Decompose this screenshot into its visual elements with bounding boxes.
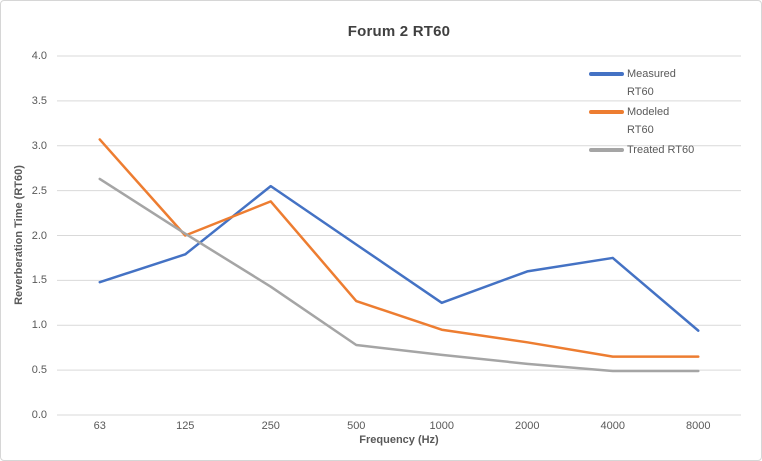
y-tick-label: 2.0 — [31, 229, 47, 242]
y-tick-label: 2.5 — [31, 184, 47, 197]
legend-label: RT60 — [627, 86, 654, 98]
x-tick-label: 1000 — [429, 420, 454, 432]
x-tick-label: 4000 — [600, 420, 625, 432]
legend-swatch-modeled — [589, 110, 624, 114]
legend-swatch-treated — [589, 148, 624, 152]
x-tick-label: 250 — [261, 420, 280, 432]
legend-label: Measured — [627, 68, 676, 80]
x-tick-label: 500 — [347, 420, 366, 432]
legend-item-treated: Treated RT60 — [589, 141, 694, 159]
x-tick-label: 63 — [93, 420, 106, 432]
legend-label: Modeled — [627, 106, 670, 118]
legend: Measured RT60 Modeled RT60 Treated RT60 — [589, 65, 694, 161]
legend-swatch-measured — [589, 72, 624, 76]
series-line-treated-rt60 — [98, 177, 700, 373]
series-line-measured-rt60 — [98, 184, 700, 332]
legend-item-modeled: Modeled RT60 — [589, 103, 694, 139]
legend-label: RT60 — [627, 124, 654, 136]
chart-title: Forum 2 RT60 — [347, 23, 451, 40]
y-tick-label: 0.5 — [31, 364, 47, 377]
y-tick-label: 1.0 — [31, 319, 47, 332]
series-line-modeled-rt60 — [98, 138, 700, 358]
legend-item-measured: Measured RT60 — [589, 65, 694, 101]
x-tick-label: 2000 — [515, 420, 540, 432]
y-tick-label: 3.0 — [31, 139, 47, 152]
x-tick-label: 125 — [176, 420, 195, 432]
y-tick-label: 4.0 — [31, 50, 47, 62]
x-axis-title: Frequency (Hz) — [359, 434, 439, 446]
series-lines — [98, 138, 700, 373]
y-tick-label: 3.5 — [31, 94, 47, 107]
x-tick-label: 8000 — [686, 420, 711, 432]
y-tick-label: 0.0 — [31, 409, 47, 421]
legend-label: Treated RT60 — [627, 144, 695, 156]
y-tick-label: 1.5 — [31, 274, 47, 287]
gridlines — [57, 55, 741, 416]
